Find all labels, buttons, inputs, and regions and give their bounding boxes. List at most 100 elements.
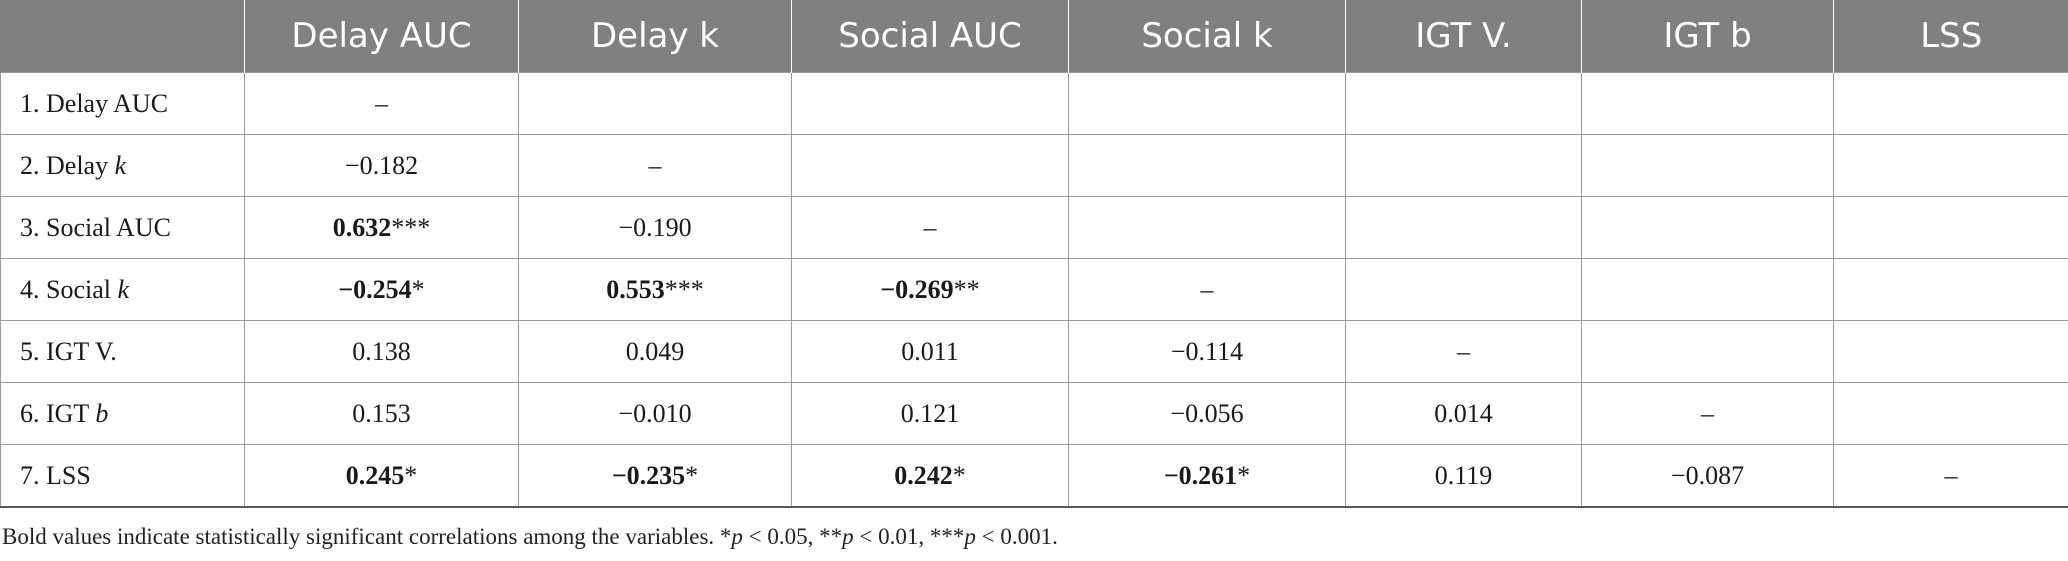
correlation-cell [1581,72,1834,135]
correlation-value: −0.235 [611,460,686,490]
significance-marker: *** [391,212,431,242]
significance-marker: ** [953,274,980,304]
correlation-cell [1581,196,1834,259]
row-label-text: 5. IGT V. [20,336,117,366]
row-label-text: 1. Delay AUC [20,88,169,118]
correlation-value: 0.242 [894,460,953,490]
significance-marker: * [1237,460,1251,490]
footnote-text: < 0.05, ** [742,524,843,549]
correlation-cell [1581,134,1834,197]
correlation-value: −0.087 [1670,460,1745,490]
correlation-value: −0.056 [1170,398,1244,428]
footnote-p-symbol: p [731,524,743,549]
correlation-cell: 0.632*** [244,196,519,259]
correlation-cell: 0.011 [791,320,1069,383]
correlation-cell: – [791,196,1069,259]
correlation-cell: −0.087 [1581,444,1834,508]
correlation-cell [1833,258,2068,321]
column-header: IGT V. [1345,0,1582,73]
correlation-cell: – [518,134,792,197]
correlation-value: – [1457,336,1470,366]
footnote-text: Bold values indicate statistically signi… [2,524,732,549]
table-row: 2. Delay k −0.182 – [0,134,2068,197]
correlation-cell: 0.138 [244,320,519,383]
correlation-value: 0.138 [352,336,411,366]
footnote-text: < 0.001. [975,524,1058,549]
correlation-value: – [375,88,388,118]
correlation-value: 0.011 [901,336,959,366]
correlation-cell: 0.119 [1345,444,1582,508]
correlation-cell: 0.553*** [518,258,792,321]
correlation-value: −0.261 [1163,460,1238,490]
correlation-cell: 0.121 [791,382,1069,445]
significance-marker: * [411,274,425,304]
correlation-cell: – [1581,382,1834,445]
row-label: 2. Delay k [0,134,245,197]
correlation-cell: 0.049 [518,320,792,383]
significance-marker: * [952,460,966,490]
correlation-cell [1068,196,1346,259]
correlation-cell: 0.014 [1345,382,1582,445]
correlation-table: Delay AUC Delay k Social AUC Social k IG… [0,0,2068,508]
row-label: 5. IGT V. [0,320,245,383]
correlation-value: 0.553 [606,274,665,304]
correlation-value: 0.119 [1434,460,1493,490]
correlation-cell: −0.261* [1068,444,1346,508]
correlation-cell [1833,382,2068,445]
correlation-cell [1833,320,2068,383]
row-label-text: 3. Social AUC [20,212,171,242]
table-row: 7. LSS 0.245* −0.235* 0.242* −0.261* 0.119 −0.… [0,444,2068,508]
row-label: 6. IGT b [0,382,245,445]
correlation-value: 0.049 [625,336,685,366]
correlation-value: – [1701,398,1714,428]
row-label-symbol: k [117,274,130,304]
correlation-cell [518,72,792,135]
significance-marker: *** [664,274,704,304]
row-label: 7. LSS [0,444,245,508]
correlation-cell [1345,258,1582,321]
significance-marker: * [685,460,699,490]
column-header: Social AUC [791,0,1069,73]
table-footnote: Bold values indicate statistically signi… [2,524,1058,550]
correlation-value: – [1200,274,1214,304]
table-row: 4. Social k −0.254* 0.553*** −0.269** – [0,258,2068,321]
correlation-cell: −0.114 [1068,320,1346,383]
table-row: 5. IGT V. 0.138 0.049 0.011 −0.114 – [0,320,2068,383]
correlation-value: – [1944,460,1958,490]
column-header: IGT b [1581,0,1834,73]
column-header: Delay AUC [244,0,519,73]
correlation-value: −0.269 [880,274,954,304]
row-label-text: 6. IGT [20,398,96,428]
correlation-value: −0.190 [618,212,692,242]
correlation-cell [1345,72,1582,135]
correlation-value: 0.245 [345,460,405,490]
table-body: 1. Delay AUC – 2. Delay k −0.182 – 3. Social … [0,72,2068,508]
correlation-cell [1833,134,2068,197]
correlation-cell [791,134,1069,197]
correlation-value: 0.632 [332,212,392,242]
correlation-cell: −0.269** [791,258,1069,321]
row-label: 3. Social AUC [0,196,245,259]
correlation-cell: −0.056 [1068,382,1346,445]
correlation-cell: 0.242* [791,444,1069,508]
correlation-cell [1345,196,1582,259]
correlation-cell [1581,320,1834,383]
correlation-cell: – [1068,258,1346,321]
correlation-cell [1068,72,1346,135]
significance-marker: * [404,460,418,490]
correlation-value: – [648,150,662,180]
correlation-value: – [923,212,937,242]
correlation-cell: 0.153 [244,382,519,445]
correlation-cell: – [1345,320,1582,383]
correlation-cell: −0.190 [518,196,792,259]
correlation-cell: – [244,72,519,135]
correlation-cell: −0.182 [244,134,519,197]
row-label-text: 7. LSS [20,460,91,490]
correlation-cell [1068,134,1346,197]
correlation-cell: 0.245* [244,444,519,508]
table-row: 6. IGT b 0.153 −0.010 0.121 −0.056 0.014 – [0,382,2068,445]
column-header [0,0,245,73]
correlation-cell [791,72,1069,135]
correlation-value: 0.153 [352,398,411,428]
correlation-value: 0.014 [1434,398,1493,428]
